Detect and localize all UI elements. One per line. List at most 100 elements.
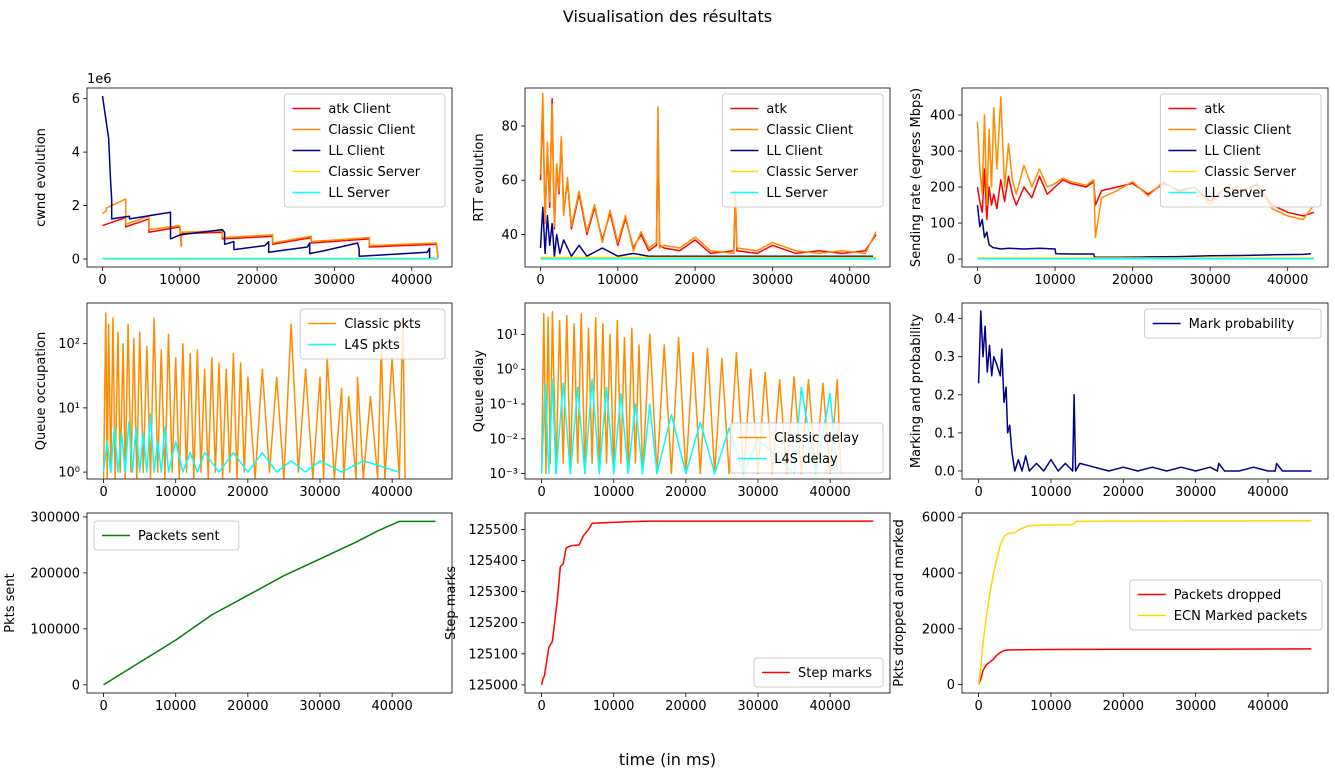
x-tick-label: 20000 [236,273,277,288]
series-line-dropped-0 [977,648,1312,685]
y-tick-label: 200000 [30,566,80,581]
subplot-sent: 0 10000 20000 30000 40000 0 100000 200000 300000… [3,510,453,714]
legend-entry: Classic Server [328,165,420,180]
y-tick-label: 125500 [468,523,518,538]
x-tick-label: 10000 [593,485,634,500]
x-tick-label: 20000 [674,273,715,288]
legend-entry: LL Client [766,144,822,159]
y-tick-label: 0.0 [934,465,955,480]
subplot-delay: 0 10000 20000 30000 40000 10⁻³ 10⁻² 10⁻¹ 10⁰ 10¹ Q… [472,302,891,500]
x-tick-label: 40000 [1267,273,1308,288]
x-tick-label: 30000 [1175,699,1216,714]
x-tick-label: 0 [974,485,982,500]
y-tick-label: 10⁰ [496,363,518,378]
legend-box [93,520,240,551]
y-tick-label: 0 [947,678,955,693]
y-tick-label: 0.4 [934,312,955,327]
legend-entry: LL Server [1204,186,1266,201]
legend-entry: Classic pkts [344,317,421,332]
x-tick-label: 0 [974,699,982,714]
legend-entry: Mark probability [1189,317,1295,332]
y-tick-label: 10⁻³ [489,467,518,482]
legend-box [1159,93,1322,208]
y-tick-label: 0.3 [934,350,955,365]
y-tick-label: 10⁻¹ [489,398,518,413]
x-tick-label: 0 [99,699,107,714]
x-tick-label: 40000 [371,485,412,500]
y-tick-label: 100 [930,217,955,232]
legend-entry: Packets dropped [1174,588,1281,603]
x-tick-label: 20000 [665,485,706,500]
y-axis-label: Sending rate (egress Mbps) [909,88,924,267]
subplot-step: 0 10000 20000 30000 40000 125000 125100 125200 1… [444,512,891,714]
legend-entry: atk [766,102,787,117]
offset-text: 1e6 [87,72,112,87]
y-tick-label: 2 [72,199,80,214]
legend-box [299,308,446,360]
legend-box [753,657,884,688]
y-tick-label: 0 [947,253,955,268]
series-line-queue-0 [102,312,406,479]
y-tick-label: 6 [72,92,80,107]
y-tick-label: 125300 [468,585,518,600]
x-tick-label: 0 [99,485,107,500]
legend-entry: Packets sent [138,529,220,544]
y-axis-label: Queue occupation [34,332,49,450]
legend-entry: atk Client [328,102,390,117]
series-line-cwnd-1 [102,198,439,258]
x-tick-label: 40000 [1247,699,1288,714]
axes-frame [86,87,453,268]
legend-entry: L4S delay [774,452,838,467]
x-tick-label: 0 [536,273,544,288]
y-tick-label: 300 [930,145,955,160]
legend-entry: atk [1204,102,1225,117]
x-tick-label: 20000 [1103,485,1144,500]
subplot-dropped: 0 10000 20000 30000 40000 0 2000 4000 6000 Pkts d… [892,511,1329,714]
legend-box [1144,308,1322,339]
axes-frame [86,512,453,694]
series-line-rate-2 [976,205,1311,259]
y-tick-label: 4 [72,146,80,161]
x-tick-label: 10000 [1030,485,1071,500]
series-line-rtt-2 [539,206,873,257]
x-tick-label: 0 [537,699,545,714]
series-line-mark-0 [977,310,1312,472]
axes-frame [961,87,1329,268]
series-line-sent-0 [103,520,436,686]
y-tick-label: 60 [501,174,518,189]
x-tick-label: 40000 [829,273,870,288]
y-tick-label: 0.1 [934,426,955,441]
subplot-cwnd: 0 10000 20000 30000 40000 0 2 4 6 cwnd evolution 1… [34,72,453,288]
subplot-rate: 0 10000 20000 30000 40000 0 100 200 300 400 Sendin… [909,87,1329,288]
axes-frame [961,512,1329,694]
y-tick-label: 6000 [922,511,955,526]
y-tick-label: 400 [930,109,955,124]
y-axis-label: Step marks [444,566,459,640]
figure-title: Visualisation des résultats [562,7,773,26]
legend-box [729,422,884,474]
y-axis-label: Queue delay [472,350,487,433]
y-axis-label: Marking and probability [909,314,924,469]
y-axis-label: Pkts dropped and marked [892,519,907,686]
series-line-step-0 [540,520,874,686]
legend-box [1129,579,1323,631]
subplot-queue: 0 10000 20000 30000 40000 10⁰ 10¹ 10² Queue occu… [34,302,453,500]
x-tick-label: 30000 [752,273,793,288]
x-tick-label: 30000 [737,485,778,500]
y-tick-label: 10⁰ [58,466,80,481]
series-line-cwnd-2 [101,95,436,260]
x-tick-label: 40000 [1247,485,1288,500]
y-tick-label: 100000 [30,622,80,637]
x-tick-label: 30000 [1175,485,1216,500]
legend-box [721,93,884,208]
legend-entry: Classic Client [1204,123,1291,138]
y-tick-label: 125000 [468,678,518,693]
series-line-dropped-1 [977,520,1312,685]
x-tick-label: 10000 [1034,273,1075,288]
x-tick-label: 20000 [227,485,268,500]
y-tick-label: 2000 [922,622,955,637]
y-tick-label: 0 [72,678,80,693]
axes-frame [961,302,1329,480]
series-line-queue-1 [102,413,400,473]
